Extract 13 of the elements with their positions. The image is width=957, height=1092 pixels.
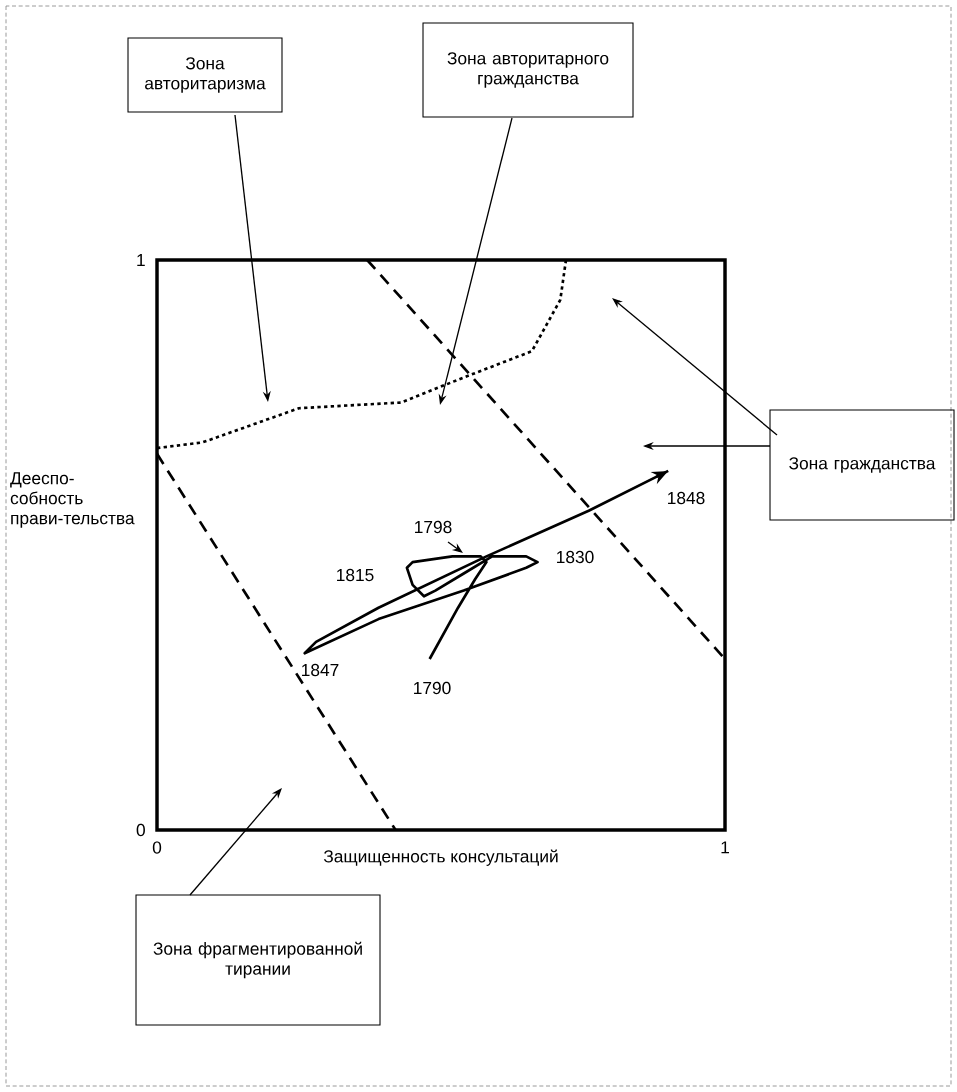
annotation: 1815: [337, 568, 374, 582]
annotation: 1848: [668, 491, 705, 505]
x-axis-title: Защищенность консультаций: [323, 849, 558, 866]
y-axis-title: Дееспо-собность прави-тельства: [10, 472, 135, 528]
text: Зона гражданства: [789, 457, 936, 473]
annotation: 1798: [415, 520, 452, 534]
annotation: 1790: [414, 681, 451, 695]
annotation: 1847: [302, 663, 339, 677]
text: Зона авторитарного гражданства: [447, 52, 609, 88]
text: Зона авторитаризма: [145, 57, 266, 93]
text: Зона фрагментированной тирании: [153, 941, 362, 979]
line-series: [303, 469, 670, 661]
annotation: 1830: [557, 550, 594, 564]
